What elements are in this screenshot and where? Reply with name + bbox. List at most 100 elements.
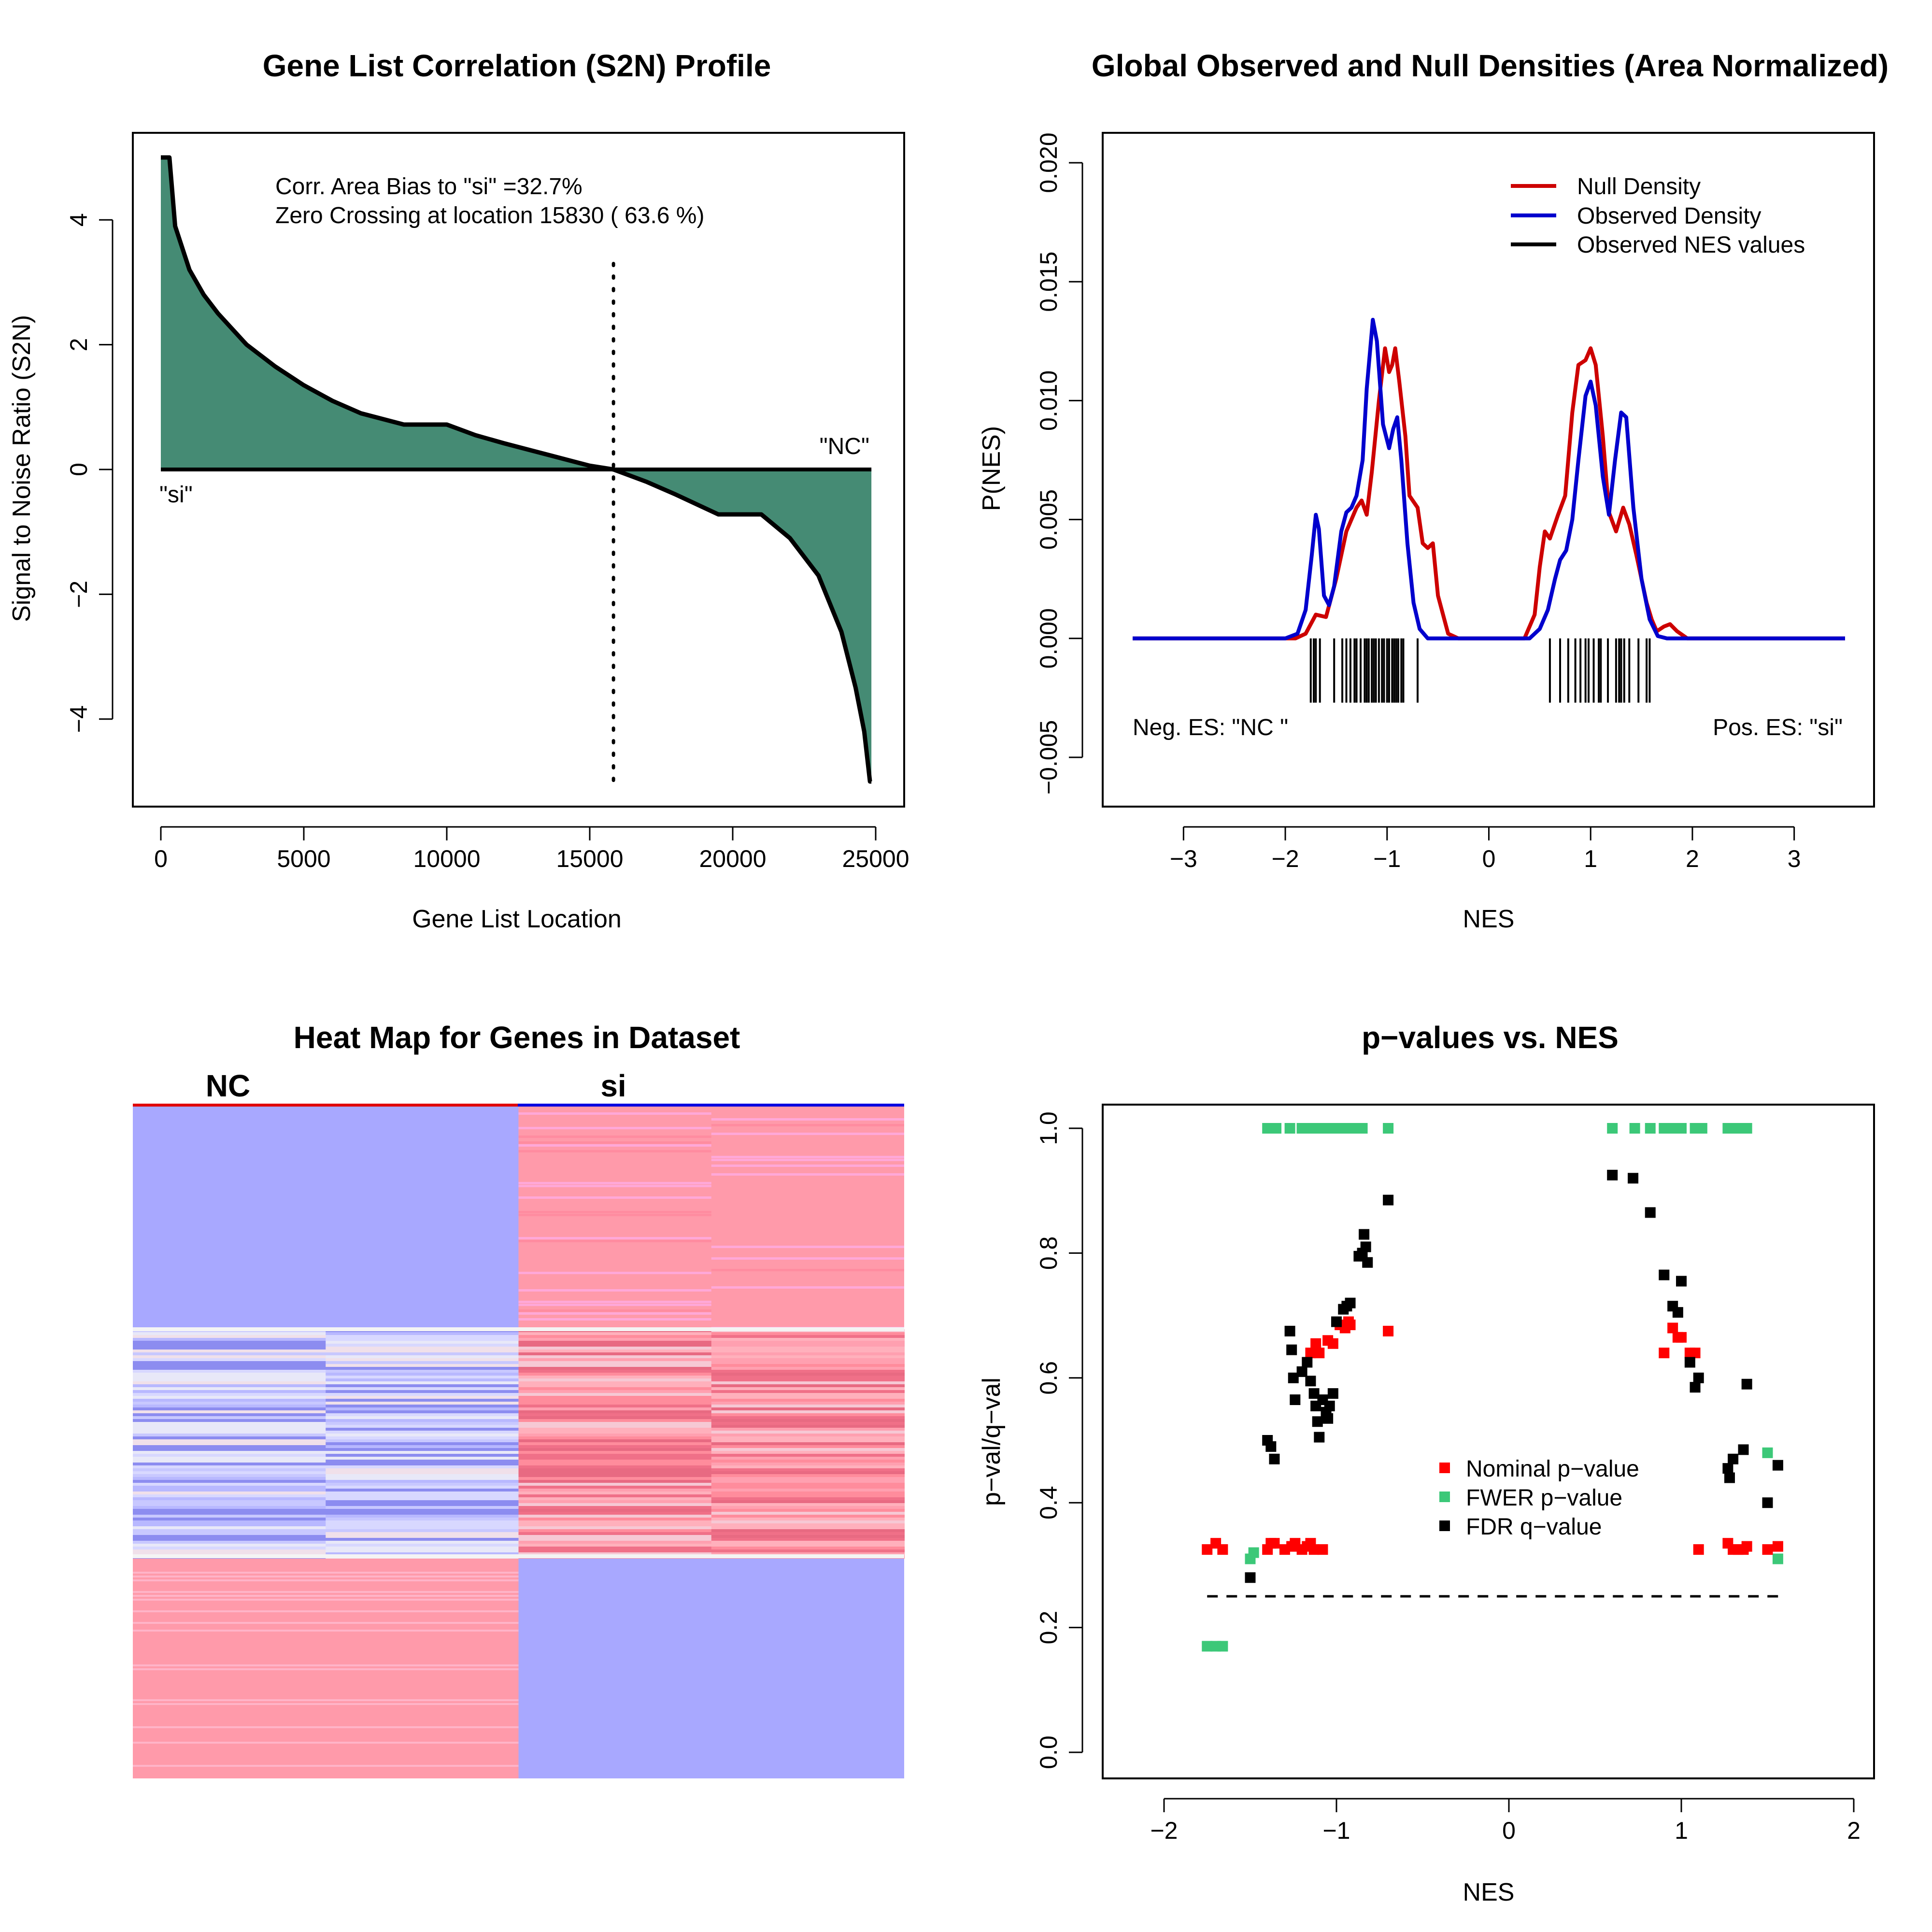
p3-mixed-row bbox=[518, 1457, 712, 1460]
p3-mixed-row bbox=[711, 1376, 905, 1379]
p4-fwer-point bbox=[1733, 1123, 1744, 1134]
p3-mixed-row bbox=[711, 1373, 905, 1376]
p3-block-si-bottom bbox=[518, 1556, 904, 1778]
p3-mixed-row bbox=[711, 1416, 905, 1420]
p3-column-nc: NC bbox=[206, 1068, 250, 1103]
p3-mixed-row bbox=[711, 1422, 905, 1425]
p3-mixed-row bbox=[326, 1454, 519, 1457]
p3-mixed-row bbox=[711, 1526, 905, 1530]
p3-mixed-row bbox=[133, 1512, 327, 1515]
p3-title: Heat Map for Genes in Dataset bbox=[294, 1020, 740, 1055]
p4-fdr-point bbox=[1724, 1472, 1735, 1483]
p3-mixed-row bbox=[711, 1520, 905, 1524]
p1-y-tick-label: 0 bbox=[65, 463, 92, 476]
p3-mixed-row bbox=[326, 1393, 519, 1396]
p3-mixed-row bbox=[326, 1474, 519, 1477]
p3-mixed-row bbox=[711, 1518, 905, 1521]
p4-nominal-point bbox=[1308, 1544, 1320, 1555]
p3-mixed-row bbox=[711, 1442, 905, 1446]
p3-mixed-row bbox=[133, 1463, 327, 1466]
p1-x-axis: 0 5000 10000 15000 20000 25000 bbox=[154, 826, 909, 872]
p3-mixed-row bbox=[133, 1390, 327, 1393]
p3-mixed-row bbox=[711, 1480, 905, 1483]
p3-mixed-row bbox=[133, 1422, 327, 1425]
p3-mixed-row bbox=[326, 1549, 519, 1553]
p3-mixed-row bbox=[326, 1497, 519, 1501]
p3-stripe bbox=[518, 1150, 711, 1152]
p3-mixed-row bbox=[326, 1541, 519, 1544]
p3-mixed-row bbox=[518, 1344, 712, 1347]
p3-mixed-row bbox=[518, 1335, 712, 1338]
p3-mixed-row bbox=[133, 1378, 327, 1382]
p3-mixed-row bbox=[711, 1460, 905, 1463]
p3-mixed-row bbox=[133, 1439, 327, 1443]
panel-pvalues: p−values vs. NES −2 −1 0 1 2 0.0 0.2 0.4 0.6 0.8… bbox=[978, 1020, 1875, 1906]
p3-mixed-row bbox=[518, 1378, 712, 1382]
p3-mixed-row bbox=[326, 1361, 519, 1364]
p4-fdr-point bbox=[1722, 1463, 1733, 1474]
p4-nominal-point bbox=[1693, 1544, 1704, 1555]
p3-mixed-row bbox=[711, 1364, 905, 1367]
p3-mixed-row bbox=[518, 1454, 712, 1457]
p3-mixed-row bbox=[326, 1547, 519, 1550]
p3-mixed-row bbox=[518, 1477, 712, 1480]
p3-mixed-row bbox=[518, 1413, 712, 1417]
p3-mixed-row bbox=[518, 1518, 712, 1521]
p3-mixed-row bbox=[326, 1535, 519, 1538]
p3-stripe bbox=[133, 1765, 519, 1767]
p4-fdr-point bbox=[1302, 1357, 1313, 1368]
p3-mixed-row bbox=[326, 1503, 519, 1506]
p4-legend-fdr: FDR q−value bbox=[1466, 1514, 1602, 1540]
p3-mixed-row bbox=[711, 1413, 905, 1417]
p3-mixed-row bbox=[518, 1506, 712, 1509]
p3-mixed-row bbox=[711, 1512, 905, 1515]
p3-stripe bbox=[711, 1246, 904, 1248]
p4-fwer-point bbox=[1667, 1123, 1678, 1134]
p2-x-axis: −3 −2 −1 0 1 2 3 bbox=[1170, 826, 1801, 872]
p3-mixed-row bbox=[518, 1509, 712, 1512]
p3-mixed-row bbox=[711, 1399, 905, 1402]
p3-mixed-row bbox=[326, 1515, 519, 1518]
p3-stripe bbox=[133, 1664, 519, 1666]
p3-mixed-row bbox=[326, 1381, 519, 1385]
p4-fdr-point bbox=[1245, 1572, 1256, 1583]
p3-mixed-row bbox=[711, 1465, 905, 1469]
p3-mixed-row bbox=[326, 1544, 519, 1547]
p3-mixed-row bbox=[711, 1515, 905, 1518]
p3-mixed-row bbox=[326, 1480, 519, 1483]
p3-mixed-row bbox=[326, 1428, 519, 1431]
p4-fdr-point bbox=[1693, 1372, 1704, 1383]
p4-plot-frame bbox=[1102, 1104, 1875, 1779]
p4-fwer-point bbox=[1271, 1123, 1282, 1134]
p3-mixed-row bbox=[326, 1463, 519, 1466]
p3-mixed-row bbox=[711, 1454, 905, 1457]
p3-mixed-row bbox=[711, 1347, 905, 1350]
p4-fwer-point bbox=[1696, 1123, 1707, 1134]
p3-mixed-row bbox=[518, 1538, 712, 1541]
p3-mixed-row bbox=[711, 1410, 905, 1414]
p3-mixed-row bbox=[133, 1402, 327, 1405]
p3-stripe bbox=[133, 1668, 519, 1670]
p4-x-tick-label: 0 bbox=[1502, 1817, 1516, 1844]
p3-mixed-row bbox=[711, 1477, 905, 1480]
p3-mixed-row bbox=[518, 1381, 712, 1385]
p3-stripe bbox=[133, 1591, 519, 1593]
p3-mixed-row bbox=[133, 1436, 327, 1440]
p4-fwer-point bbox=[1248, 1547, 1259, 1558]
p3-mixed-row bbox=[711, 1541, 905, 1544]
p3-mixed-row bbox=[711, 1474, 905, 1477]
p3-mixed-row bbox=[326, 1431, 519, 1434]
p3-mixed-row bbox=[518, 1497, 712, 1501]
p3-mixed-row bbox=[133, 1332, 327, 1335]
p4-fdr-point bbox=[1772, 1460, 1783, 1471]
p2-x-tick-label: 2 bbox=[1686, 845, 1699, 872]
p3-mixed-row bbox=[133, 1399, 327, 1402]
p4-y-tick-label: 0.2 bbox=[1035, 1611, 1062, 1645]
p2-density-lines bbox=[1133, 317, 1845, 640]
p3-mixed-row bbox=[133, 1367, 327, 1370]
p4-nominal-point bbox=[1676, 1332, 1687, 1343]
p3-mixed-row bbox=[133, 1352, 327, 1356]
p4-fdr-point bbox=[1269, 1453, 1280, 1464]
p3-stripe bbox=[711, 1165, 904, 1167]
p4-fdr-point bbox=[1312, 1416, 1323, 1427]
